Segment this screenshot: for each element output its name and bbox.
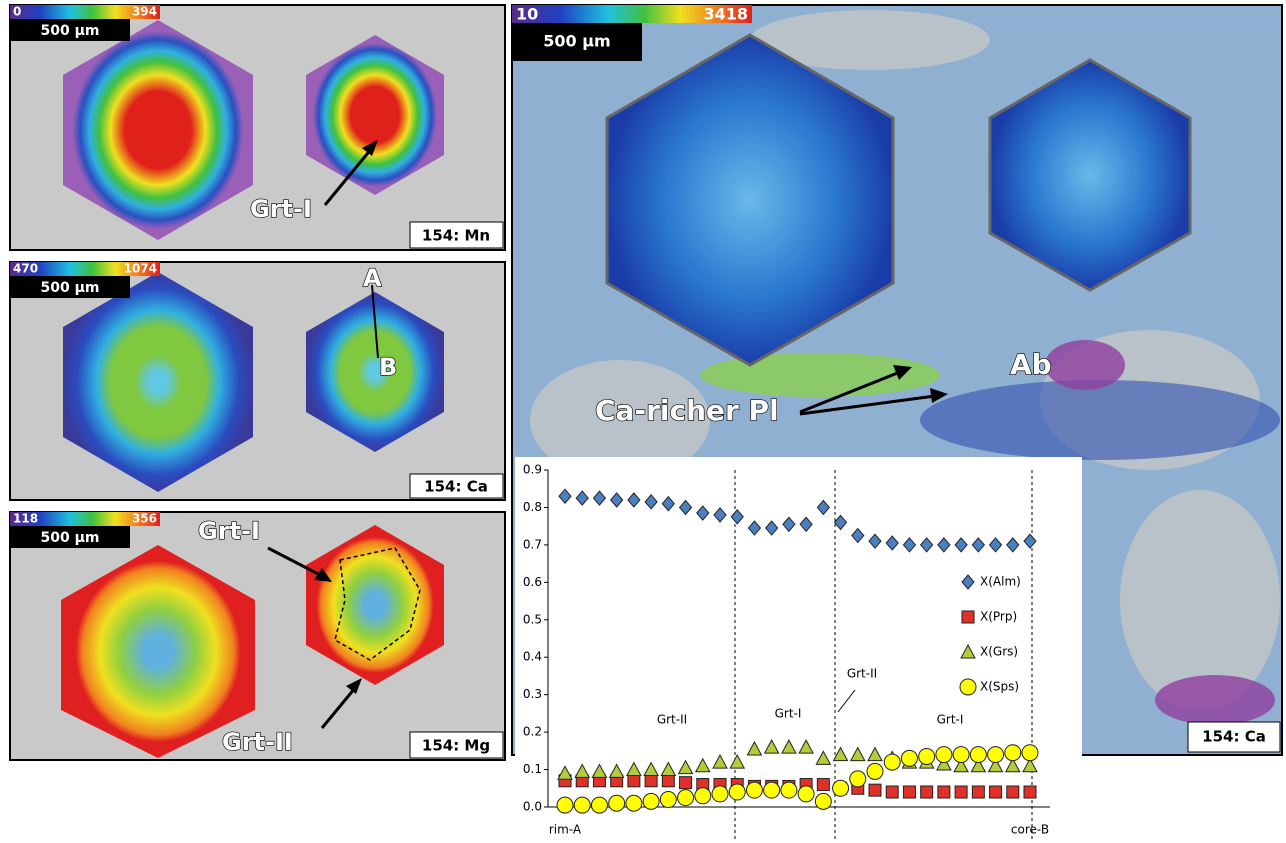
data-point [574,797,590,813]
data-point [678,790,694,806]
map-panel: 0 394 500 μm 154: Mn Grt-I [10,5,505,251]
data-point [1024,786,1036,798]
data-point [936,747,952,763]
range-max: 3418 [703,5,748,24]
legend-marker [962,611,974,623]
data-point [833,780,849,796]
data-point [764,782,780,798]
figure: 0 394 500 μm 154: Mn Grt-I 470 1074 500 … [0,0,1286,839]
range-min: 118 [13,512,38,526]
data-point [645,775,657,787]
data-point [729,784,745,800]
map-label: 154: Ca [424,478,488,496]
matrix [920,380,1280,460]
data-point [662,775,674,787]
data-point [903,786,915,798]
data-point [781,782,797,798]
legend-label: X(Sps) [980,680,1019,694]
page: {"panels": [ {"range_min": "0", "range_m… [0,0,1286,839]
x-tick-label: core-B [1011,823,1049,837]
data-point [557,797,573,813]
scale-label: 500 μm [543,32,610,51]
data-point [1007,786,1019,798]
range-min: 470 [13,262,38,276]
annotation: A [363,264,382,292]
y-tick-label: 0.3 [523,687,542,701]
legend-label: X(Alm) [980,575,1021,589]
data-point [850,771,866,787]
data-point [970,747,986,763]
data-point [886,786,898,798]
chart-annotation: Grt-I [775,707,802,721]
data-point [626,795,642,811]
data-point [972,786,984,798]
data-point [1022,745,1038,761]
data-point [591,797,607,813]
y-tick-label: 0.2 [523,725,542,739]
y-tick-label: 0.4 [523,650,542,664]
map-label: 154: Mg [422,737,490,755]
chart: 0.0 0.1 0.2 0.3 0.4 0.5 0.6 0.7 0.8 0.9 rim-A core-… [515,457,1082,839]
range-max: 1074 [124,262,157,276]
map-panel: 470 1074 500 μm 154: Ca A B [10,262,505,501]
scale-label: 500 μm [41,280,100,296]
chart-annotation: Grt-I [937,713,964,727]
map-label: 154: Ca [1202,728,1266,746]
annotation: B [379,353,397,381]
y-tick-label: 0.0 [523,800,542,814]
y-tick-label: 0.9 [523,463,542,477]
chart-annotation: Grt-II [657,713,687,727]
map-panel: 118 356 500 μm 154: Mg Grt-I Grt-II [10,512,505,761]
data-point [746,782,762,798]
range-max: 394 [132,5,157,19]
data-point [695,788,711,804]
data-point [990,786,1002,798]
y-tick-label: 0.5 [523,612,542,626]
range-min: 0 [13,5,21,19]
legend-label: X(Prp) [980,610,1017,624]
data-point [921,786,933,798]
data-point [869,784,881,796]
annotation: Grt-II [222,728,293,756]
data-point [643,793,659,809]
map-label: 154: Mn [422,227,490,245]
x-tick-label: rim-A [549,823,582,837]
data-point [815,793,831,809]
data-point [919,748,935,764]
scale-label: 500 μm [41,530,100,546]
data-point [609,795,625,811]
data-point [884,754,900,770]
legend-marker [960,679,976,695]
annotation: Grt-I [250,195,312,223]
data-point [712,786,728,802]
y-tick-label: 0.7 [523,537,542,551]
data-point [938,786,950,798]
data-point [628,775,640,787]
data-point [798,786,814,802]
data-point [901,750,917,766]
data-point [988,747,1004,763]
data-point [867,763,883,779]
albite [1045,340,1125,390]
annotation: Ca-richer Pl [595,394,779,427]
y-tick-label: 0.6 [523,575,542,589]
legend-label: X(Grs) [980,645,1018,659]
data-point [1005,745,1021,761]
data-point [955,786,967,798]
y-tick-label: 0.8 [523,500,542,514]
chart-annotation: Grt-II [847,667,877,681]
annotation: Ab [1010,348,1052,381]
scale-label: 500 μm [41,23,100,39]
albite [1155,675,1275,725]
data-point [660,792,676,808]
range-min: 10 [516,5,538,24]
data-point [953,747,969,763]
annotation: Grt-I [198,517,260,545]
data-point [680,777,692,789]
range-max: 356 [132,512,157,526]
data-point [817,779,829,791]
y-tick-label: 0.1 [523,762,542,776]
